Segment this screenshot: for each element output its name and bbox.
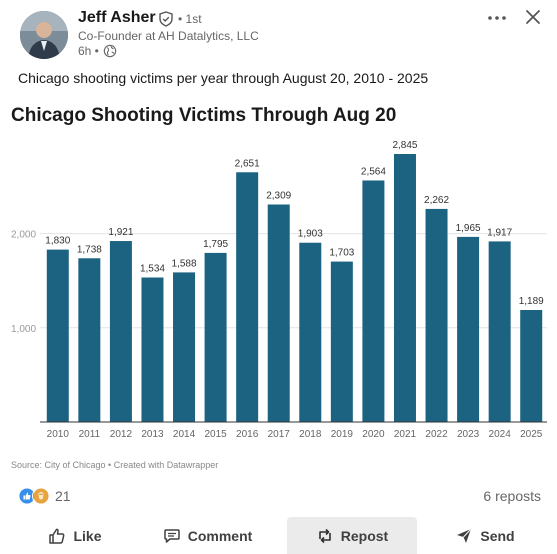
bar-2023 [457,236,480,422]
like-icon [18,487,36,505]
repost-button[interactable]: Repost [287,517,417,554]
x-tick-label-2014: 2014 [173,429,196,440]
bar-2011 [78,258,101,422]
like-label: Like [73,527,102,544]
comment-label: Comment [187,527,253,544]
bar-chart: 1,000 2,000 1,830 2010 1,738 2011 1,921 2012 1,5… [11,140,547,440]
repost-icon [318,528,331,543]
value-label-2018: 1,903 [298,229,323,240]
x-tick-label-2012: 2012 [110,429,133,440]
value-label-2011: 1,738 [77,244,102,255]
post-time: 6h • [78,44,117,58]
value-label-2023: 1,965 [456,223,481,234]
send-button[interactable]: Send [440,517,530,554]
like-button[interactable]: Like [30,517,120,554]
x-tick-label-2011: 2011 [79,429,101,440]
author-headline: Co-Founder at AH Datalytics, LLC [78,29,259,43]
celebrate-icon [32,487,50,505]
value-label-2017: 2,309 [266,190,291,201]
x-tick-label-2016: 2016 [236,429,259,440]
bar-2014 [173,272,196,422]
bar-2017 [267,204,290,422]
connection-degree: • 1st [178,12,202,26]
bar-2024 [488,241,511,422]
bar-2020 [362,180,385,422]
bar-2025 [520,309,543,422]
verified-icon [159,11,173,27]
x-tick-label-2018: 2018 [299,429,322,440]
value-label-2016: 2,651 [235,158,260,169]
reactions-summary[interactable]: 21 [18,487,71,505]
chart-title: Chicago Shooting Victims Through Aug 20 [11,105,397,126]
x-tick-label-2025: 2025 [520,429,543,440]
comment-icon [163,528,180,543]
value-label-2025: 1,189 [519,296,544,307]
value-label-2024: 1,917 [487,227,512,238]
x-tick-label-2013: 2013 [141,429,164,440]
x-tick-label-2024: 2024 [489,429,512,440]
bar-2018 [299,242,322,422]
y-tick-label-0: 1,000 [11,324,36,335]
reposts-count[interactable]: 6 reposts [483,488,541,504]
post-timestamp: 6h • [78,44,99,58]
chart-source: Source: City of Chicago • Created with D… [11,460,219,470]
bar-2010 [46,249,69,422]
x-tick-label-2020: 2020 [362,429,385,440]
bar-2016 [236,172,259,422]
thumbs-up-icon [49,528,65,544]
y-tick-label-1: 2,000 [11,230,36,241]
x-tick-label-2022: 2022 [425,429,448,440]
globe-icon [103,44,117,58]
repost-label: Repost [340,527,389,544]
value-label-2014: 1,588 [172,258,197,269]
bar-2012 [109,241,132,422]
close-icon[interactable] [523,7,543,27]
reaction-count: 21 [55,488,71,504]
value-label-2019: 1,703 [329,248,354,259]
post-text: Chicago shooting victims per year throug… [18,70,429,86]
bar-2013 [141,277,164,422]
comment-button[interactable]: Comment [150,517,265,554]
x-tick-label-2017: 2017 [268,429,291,440]
value-label-2021: 2,845 [392,140,417,151]
x-tick-label-2023: 2023 [457,429,480,440]
value-label-2022: 2,262 [424,195,449,206]
bar-2021 [393,154,416,422]
x-tick-label-2015: 2015 [204,429,227,440]
x-tick-label-2019: 2019 [331,429,354,440]
value-label-2013: 1,534 [140,263,165,274]
author-avatar[interactable] [20,11,68,59]
value-label-2015: 1,795 [203,239,228,250]
value-label-2012: 1,921 [108,227,133,238]
bar-2015 [204,252,227,422]
bar-2019 [330,261,353,422]
author-name[interactable]: Jeff Asher [78,9,156,26]
value-label-2010: 1,830 [45,236,70,247]
x-tick-label-2010: 2010 [47,429,70,440]
value-label-2020: 2,564 [361,166,386,177]
more-horizontal-icon[interactable] [486,8,508,28]
send-icon [457,528,472,543]
x-tick-label-2021: 2021 [394,429,417,440]
action-bar: Like Comment Repost Send [0,517,557,554]
send-label: Send [480,527,515,544]
bar-2022 [425,208,448,422]
